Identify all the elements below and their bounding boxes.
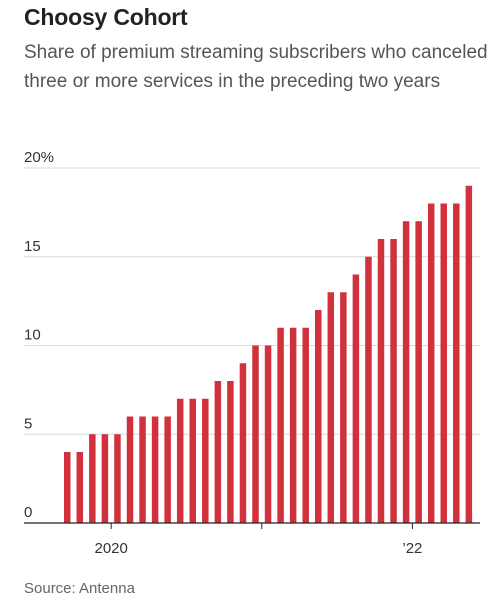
bars: [64, 185, 473, 523]
bar-19: [302, 327, 309, 523]
bar-15: [252, 345, 259, 523]
y-tick-label-10: 10: [24, 327, 41, 344]
bar-14: [239, 363, 247, 523]
bar-3: [101, 434, 109, 523]
bar-2: [89, 434, 96, 523]
bar-28: [415, 221, 422, 523]
bar-32: [465, 185, 473, 523]
bar-11: [202, 398, 209, 523]
bar-12: [214, 381, 222, 523]
bar-5: [126, 416, 134, 523]
bar-22: [340, 292, 347, 523]
source-note: Source: Antenna: [24, 580, 135, 597]
gridlines: [24, 167, 480, 435]
bar-26: [390, 239, 397, 523]
bar-8: [164, 416, 171, 523]
x-tick-label-1: ’22: [402, 540, 422, 557]
bar-18: [289, 327, 297, 523]
y-tick-label-0: 0: [24, 504, 32, 521]
y-tick-label-20: 20%: [24, 149, 54, 166]
axes: 0 5 10 15 20% 2020 ’22: [24, 149, 480, 557]
bar-21: [327, 292, 335, 523]
bar-30: [440, 203, 447, 523]
bar-31: [453, 203, 460, 523]
bar-17: [277, 327, 284, 523]
bar-20: [315, 310, 322, 523]
bar-6: [139, 416, 146, 523]
bar-16: [264, 345, 272, 523]
bar-13: [227, 381, 234, 523]
bar-23: [352, 274, 360, 523]
x-tick-label-0: 2020: [94, 540, 127, 557]
bar-chart: 0 5 10 15 20% 2020 ’22: [24, 149, 480, 557]
y-tick-label-5: 5: [24, 415, 32, 432]
bar-9: [176, 398, 184, 523]
chart-title: Choosy Cohort: [24, 4, 188, 30]
bar-27: [402, 221, 410, 523]
bar-1: [76, 452, 84, 523]
bar-7: [151, 416, 159, 523]
bar-24: [365, 256, 372, 523]
bar-29: [427, 203, 435, 523]
bar-10: [189, 398, 196, 523]
bar-0: [64, 452, 71, 523]
bar-4: [114, 434, 121, 523]
chart-subtitle: Share of premium streaming subscribers w…: [24, 42, 488, 92]
y-tick-label-15: 15: [24, 238, 41, 255]
bar-25: [377, 239, 385, 523]
